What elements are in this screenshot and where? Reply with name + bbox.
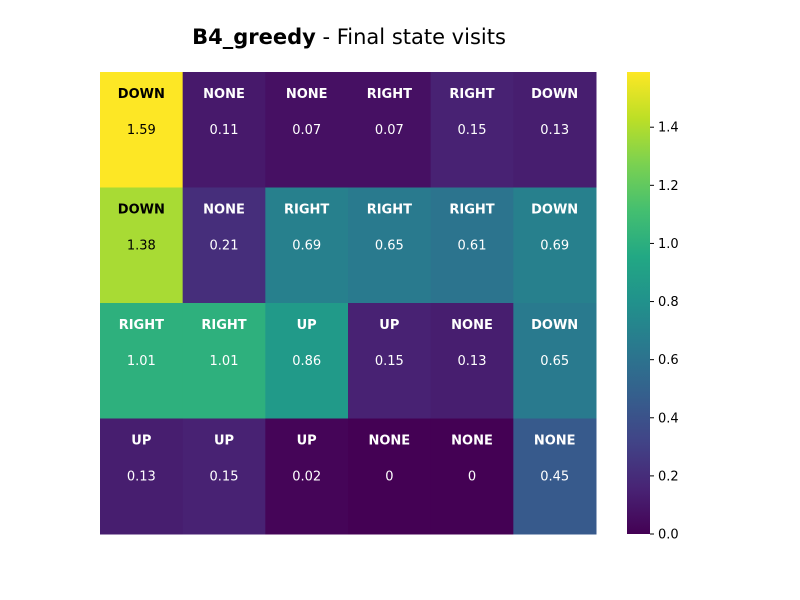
heatmap-cell-r1-c4 [430,187,514,304]
action-label-r0-c3: RIGHT [367,87,412,102]
action-label-r2-c3: UP [379,318,399,333]
value-label-r1-c0: 1.38 [127,239,156,254]
action-label-r0-c2: NONE [286,87,328,102]
value-label-r3-c2: 0.02 [292,470,321,485]
value-label-r2-c1: 1.01 [210,354,239,369]
value-label-r0-c0: 1.59 [127,123,156,138]
action-label-r3-c1: UP [214,434,234,449]
action-label-r2-c5: DOWN [531,318,578,333]
heatmap-cell-r3-c5 [513,418,597,535]
colorbar-tick-label: 1.2 [658,179,679,194]
heatmap-cell-r2-c2 [265,303,349,419]
colorbar [627,72,650,534]
value-label-r0-c5: 0.13 [540,123,569,138]
value-label-r3-c4: 0 [468,470,476,485]
value-label-r2-c5: 0.65 [540,354,569,369]
chart-title: B4_greedy - Final state visits [192,25,506,49]
heatmap-cell-r0-c0 [100,72,184,188]
heatmap-cell-r3-c1 [182,418,266,535]
heatmap-cell-r1-c2 [265,187,349,304]
value-label-r3-c3: 0 [385,470,393,485]
action-label-r1-c2: RIGHT [284,203,329,218]
value-label-r0-c3: 0.07 [375,123,404,138]
action-label-r3-c5: NONE [534,434,576,449]
action-label-r1-c0: DOWN [118,203,165,218]
value-label-r3-c1: 0.15 [210,470,239,485]
heatmap-cell-r2-c3 [348,303,432,419]
action-label-r1-c3: RIGHT [367,203,412,218]
action-label-r1-c5: DOWN [531,203,578,218]
value-label-r3-c0: 0.13 [127,470,156,485]
action-label-r0-c4: RIGHT [449,87,494,102]
value-label-r1-c1: 0.21 [210,239,239,254]
heatmap-cell-r1-c0 [100,187,184,304]
value-label-r0-c1: 0.11 [210,123,239,138]
value-label-r2-c2: 0.86 [292,354,321,369]
colorbar-ticks: 0.0 0.2 0.4 0.6 0.8 1.0 1.2 1.4 [650,121,679,543]
value-label-r2-c0: 1.01 [127,354,156,369]
colorbar-tick-label: 1.0 [658,237,679,252]
heatmap-cell-r2-c0 [100,303,184,419]
chart-title-rest: - Final state visits [316,25,506,49]
colorbar-tick-label: 0.8 [658,295,679,310]
colorbar-tick-label: 0.0 [658,528,679,543]
heatmap-cell-r0-c5 [513,72,597,188]
heatmap-cells: DOWN 1.59 NONE 0.11 NONE 0.07 RIGHT 0.07 RIGHT 0.… [100,72,597,535]
action-label-r0-c5: DOWN [531,87,578,102]
action-label-r3-c4: NONE [451,434,493,449]
value-label-r1-c2: 0.69 [292,239,321,254]
heatmap-cell-r3-c3 [348,418,432,535]
colorbar-tick-label: 0.2 [658,469,679,484]
action-label-r0-c1: NONE [203,87,245,102]
heatmap-cell-r0-c2 [265,72,349,188]
heatmap-cell-r3-c4 [430,418,514,535]
action-label-r1-c1: NONE [203,203,245,218]
action-label-r3-c3: NONE [368,434,410,449]
value-label-r2-c3: 0.15 [375,354,404,369]
colorbar-tick-label: 0.4 [658,411,679,426]
chart-title-bold: B4_greedy [192,25,316,49]
heatmap-cell-r2-c1 [182,303,266,419]
value-label-r1-c4: 0.61 [458,239,487,254]
heatmap-cell-r0-c4 [430,72,514,188]
action-label-r3-c0: UP [131,434,151,449]
heatmap-cell-r0-c3 [348,72,432,188]
heatmap-cell-r2-c4 [430,303,514,419]
value-label-r0-c4: 0.15 [458,123,487,138]
heatmap-cell-r1-c3 [348,187,432,304]
heatmap-cell-r3-c0 [100,418,184,535]
value-label-r1-c3: 0.65 [375,239,404,254]
action-label-r2-c2: UP [297,318,317,333]
value-label-r3-c5: 0.45 [540,470,569,485]
heatmap-cell-r0-c1 [182,72,266,188]
action-label-r2-c1: RIGHT [201,318,246,333]
action-label-r1-c4: RIGHT [449,203,494,218]
heatmap-cell-r3-c2 [265,418,349,535]
action-label-r3-c2: UP [297,434,317,449]
value-label-r1-c5: 0.69 [540,239,569,254]
colorbar-tick-label: 0.6 [658,353,679,368]
colorbar-tick-label: 1.4 [658,121,679,136]
value-label-r0-c2: 0.07 [292,123,321,138]
heatmap-cell-r2-c5 [513,303,597,419]
heatmap-cell-r1-c5 [513,187,597,304]
action-label-r2-c0: RIGHT [119,318,164,333]
value-label-r2-c4: 0.13 [458,354,487,369]
action-label-r2-c4: NONE [451,318,493,333]
action-label-r0-c0: DOWN [118,87,165,102]
heatmap-cell-r1-c1 [182,187,266,304]
